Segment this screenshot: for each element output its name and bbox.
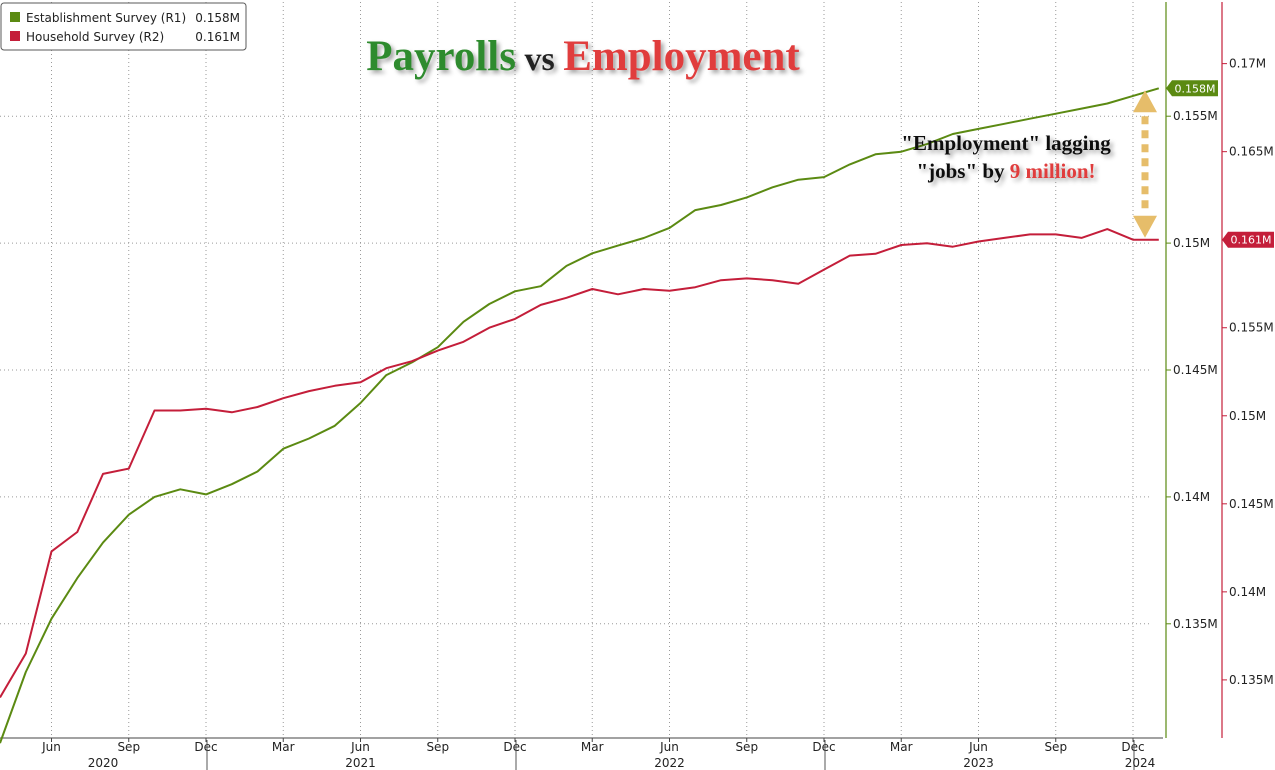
title-vs: vs bbox=[516, 41, 563, 78]
axis-r1-label: 0.15M bbox=[1173, 236, 1210, 250]
series-line-household bbox=[0, 228, 1159, 699]
legend-value-establishment: 0.158M bbox=[195, 11, 240, 25]
x-tick-label: Dec bbox=[1121, 740, 1144, 754]
x-tick-label: Dec bbox=[503, 740, 526, 754]
last-value-tag-r2-bg bbox=[1222, 231, 1274, 248]
axis-r1-label: 0.135M bbox=[1173, 617, 1218, 631]
x-tick-label: Sep bbox=[426, 740, 449, 754]
axis-r2-label: 0.17M bbox=[1229, 57, 1266, 71]
legend-swatch-establishment bbox=[10, 12, 20, 22]
x-tick-label: Sep bbox=[1044, 740, 1067, 754]
x-tick-label: Mar bbox=[272, 740, 295, 754]
legend-value-household: 0.161M bbox=[195, 30, 240, 44]
axis-r2-label: 0.165M bbox=[1229, 145, 1274, 159]
x-tick-label: Jun bbox=[41, 740, 61, 754]
title-payrolls: Payrolls bbox=[366, 33, 516, 80]
last-value-tag-r1-text: 0.158M bbox=[1175, 82, 1216, 95]
arrow-head-down bbox=[1133, 215, 1157, 238]
year-label: 2022 bbox=[654, 756, 685, 770]
annotation-line-1: "Employment" lagging bbox=[901, 131, 1111, 155]
title-employment: Employment bbox=[563, 33, 800, 80]
x-tick-label: Jun bbox=[659, 740, 679, 754]
last-value-tag-r2-text: 0.161M bbox=[1231, 234, 1272, 247]
axis-r2-label: 0.145M bbox=[1229, 497, 1274, 511]
x-tick-label: Jun bbox=[350, 740, 370, 754]
x-tick-label: Dec bbox=[812, 740, 835, 754]
last-value-tag-r2: 0.161M bbox=[1222, 231, 1274, 248]
x-tick-label: Sep bbox=[117, 740, 140, 754]
annotation-nine-million: 9 million! bbox=[1010, 159, 1096, 183]
arrow-head-up bbox=[1133, 90, 1157, 113]
legend-swatch-household bbox=[10, 31, 20, 41]
x-tick-label: Mar bbox=[890, 740, 913, 754]
axis-r2-label: 0.15M bbox=[1229, 409, 1266, 423]
annotation-line-2: "jobs" by 9 million! bbox=[916, 159, 1095, 183]
x-tick-label: Dec bbox=[194, 740, 217, 754]
gridlines bbox=[0, 2, 1151, 738]
axis-r1-label: 0.14M bbox=[1173, 490, 1210, 504]
gap-arrow bbox=[1133, 90, 1157, 238]
year-label: 2021 bbox=[345, 756, 376, 770]
annotation-jobs-text: "jobs" by bbox=[916, 159, 1009, 183]
legend-label-household: Household Survey (R2) bbox=[26, 30, 164, 44]
year-label: 2023 bbox=[963, 756, 994, 770]
legend-label-establishment: Establishment Survey (R1) bbox=[26, 11, 186, 25]
axis-r1-label: 0.155M bbox=[1173, 109, 1218, 123]
legend-box bbox=[0, 2, 247, 51]
legend: Establishment Survey (R1) 0.158M Househo… bbox=[0, 2, 247, 51]
axis-r1-label: 0.145M bbox=[1173, 363, 1218, 377]
last-value-tag-r1-bg bbox=[1166, 80, 1218, 97]
x-tick-label: Jun bbox=[968, 740, 988, 754]
series-line-establishment bbox=[0, 87, 1160, 744]
year-label: 2020 bbox=[88, 756, 119, 770]
year-label: 2024 bbox=[1125, 756, 1156, 770]
axis-r2-label: 0.155M bbox=[1229, 321, 1274, 335]
series-lines bbox=[0, 87, 1160, 744]
axis-r2-label: 0.135M bbox=[1229, 673, 1274, 687]
x-tick-label: Sep bbox=[735, 740, 758, 754]
x-tick-label: Mar bbox=[581, 740, 604, 754]
last-value-tag-r1: 0.158M bbox=[1166, 80, 1218, 97]
chart-title: Payrolls vs Employment bbox=[366, 33, 800, 80]
axis-r2-label: 0.14M bbox=[1229, 585, 1266, 599]
